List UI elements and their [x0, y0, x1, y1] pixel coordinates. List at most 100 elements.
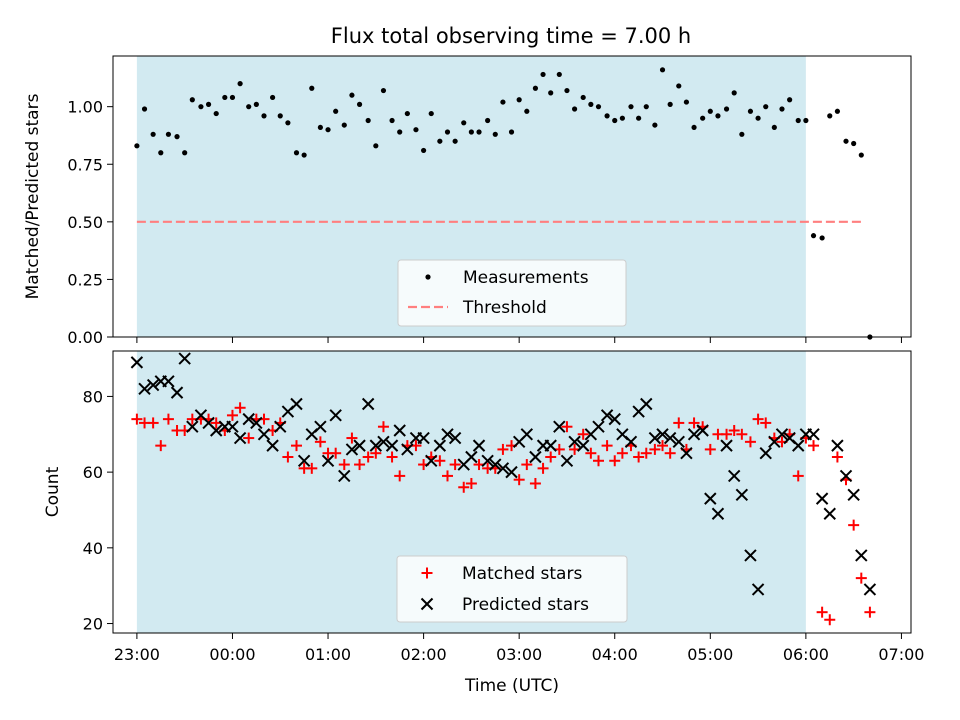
matched-star-point: [616, 447, 628, 459]
predicted-star-point: [735, 488, 749, 502]
matched-star-point: [721, 428, 733, 440]
y-tick-label: 0.00: [67, 328, 103, 347]
x-tick-label: 04:00: [592, 645, 638, 664]
matched-star-point: [338, 459, 350, 471]
predicted-star-point: [290, 397, 303, 411]
predicted-star-point: [656, 428, 669, 441]
matched-star-point: [377, 421, 389, 433]
matched-star-point: [704, 443, 716, 455]
measurement-point: [253, 101, 259, 107]
predicted-star-point: [353, 439, 366, 452]
matched-star-point: [386, 451, 398, 463]
legend-box: [396, 555, 628, 623]
measurement-point: [461, 120, 467, 126]
measurement-point: [325, 127, 331, 133]
predicted-star-point: [759, 446, 772, 460]
measurement-point: [580, 94, 586, 101]
bottom-panel: 20 40 60 80 23:00 00:00 01:00 02:00 03:00 04:00 0…: [43, 350, 924, 696]
measurement-point: [810, 233, 817, 239]
matched-star-point: [585, 447, 597, 459]
measurement-point: [524, 108, 530, 114]
measurement-point: [723, 106, 730, 112]
matched-star-point: [744, 436, 756, 448]
predicted-star-point: [687, 428, 701, 441]
measurement-point: [277, 113, 283, 119]
measurement-point: [492, 131, 498, 137]
measurement-point: [707, 108, 713, 114]
predicted-star-point: [680, 446, 693, 460]
matched-star-point: [824, 614, 836, 626]
predicted-star-point: [233, 431, 247, 445]
matched-star-point: [226, 409, 238, 421]
predicted-star-point: [138, 382, 151, 396]
top-y-ticks: 0.00 0.25 0.50 0.75 1.00: [67, 98, 113, 347]
matched-star-point: [370, 447, 382, 459]
predicted-star-point: [377, 435, 390, 449]
matched-star-point: [521, 459, 533, 471]
x-tick-label: 03:00: [496, 645, 542, 664]
measurement-point: [556, 71, 562, 78]
measurement-point: [134, 143, 140, 149]
bottom-plot-marks: [130, 352, 877, 626]
measurement-point: [189, 97, 195, 103]
measurement-point: [404, 110, 410, 117]
predicted-star-point: [146, 378, 160, 392]
measurement-point: [787, 97, 793, 103]
measurement-point: [548, 90, 554, 96]
measurement-point: [628, 104, 634, 110]
predicted-star-point: [314, 420, 327, 433]
matched-star-point: [243, 432, 255, 444]
legend-predicted-marker: [420, 597, 434, 611]
matched-star-point: [864, 606, 876, 618]
matched-star-point: [290, 440, 302, 452]
measurement-point: [771, 124, 777, 131]
measurement-point: [237, 81, 243, 87]
measurement-point: [420, 147, 427, 154]
measurement-point: [158, 150, 164, 156]
y-tick-label: 60: [83, 463, 103, 482]
matched-star-point: [633, 451, 645, 463]
x-tick-label: 06:00: [783, 645, 829, 664]
matched-star-point: [545, 451, 557, 463]
predicted-star-point: [242, 412, 255, 426]
bottom-plot-frame: [112, 350, 912, 634]
measurement-point: [285, 120, 291, 126]
y-tick-label: 80: [83, 387, 103, 406]
matched-star-point: [577, 428, 589, 440]
matched-star-point: [306, 462, 318, 474]
matched-star-point: [736, 428, 748, 440]
matched-star-point: [147, 417, 159, 429]
predicted-star-point: [297, 454, 311, 467]
x-tick-label: 01:00: [305, 645, 351, 664]
matched-star-point: [155, 440, 167, 452]
measurement-point: [141, 106, 148, 112]
measurement-point: [389, 117, 395, 124]
y-tick-label: 0.25: [67, 270, 103, 289]
predicted-star-point: [863, 583, 877, 596]
predicted-star-point: [696, 424, 709, 437]
predicted-star-point: [489, 458, 502, 471]
measurement-point: [476, 129, 482, 135]
y-tick-label: 20: [83, 615, 103, 634]
predicted-star-point: [401, 443, 414, 456]
predicted-star-point: [266, 439, 279, 452]
matched-star-point: [728, 424, 740, 436]
bottom-y-ticks: 20 40 60 80: [83, 387, 113, 634]
measurement-point: [500, 99, 506, 105]
measurement-point: [604, 113, 610, 119]
predicted-star-point: [576, 439, 590, 452]
measurement-point: [246, 104, 252, 110]
predicted-star-point: [544, 439, 557, 452]
predicted-star-point: [751, 583, 765, 596]
measurement-point: [819, 235, 825, 241]
legend-label-matched: Matched stars: [462, 564, 582, 584]
predicted-star-point: [274, 420, 287, 433]
predicted-star-point: [496, 462, 510, 475]
matched-star-point: [441, 470, 453, 482]
measurement-point: [213, 110, 219, 117]
measurement-point: [428, 110, 434, 117]
measurement-point: [595, 104, 602, 110]
measurement-point: [858, 152, 864, 158]
measurement-point: [205, 101, 212, 107]
